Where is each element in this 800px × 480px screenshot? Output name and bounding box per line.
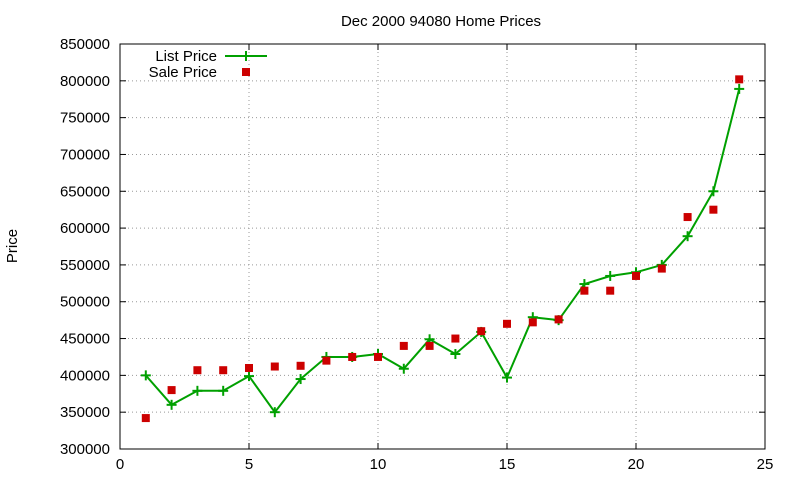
x-tick-label: 15 xyxy=(499,456,516,473)
list-price-point xyxy=(708,186,719,197)
sale-price-point xyxy=(709,205,718,214)
list-price-point xyxy=(269,407,280,418)
grid xyxy=(120,44,765,449)
list-price-point xyxy=(295,374,306,385)
list-price-point xyxy=(450,349,461,360)
sale-price-point xyxy=(503,319,511,328)
x-tick-label: 5 xyxy=(245,456,253,473)
sale-price-point xyxy=(399,341,408,350)
sale-price-point xyxy=(528,318,537,327)
sale-price-point xyxy=(296,361,305,370)
y-tick-label: 600000 xyxy=(60,220,110,237)
legend-label-list-price: List Price xyxy=(155,48,217,65)
legend-marker-list-price xyxy=(241,51,251,61)
y-tick-label: 650000 xyxy=(60,183,110,200)
list-price-point xyxy=(398,363,409,374)
y-tick-label: 450000 xyxy=(60,331,110,348)
list-price-point xyxy=(682,231,693,242)
y-axis-label: Price xyxy=(4,229,21,263)
list-price-point xyxy=(218,385,229,396)
sale-price-point xyxy=(425,341,434,350)
series xyxy=(140,75,745,423)
sale-price-point xyxy=(270,362,279,371)
sale-price-point xyxy=(193,366,202,375)
x-tick-label: 20 xyxy=(628,456,645,473)
x-tick-label: 0 xyxy=(116,456,124,473)
chart-title: Dec 2000 94080 Home Prices xyxy=(341,13,541,30)
sale-price-point xyxy=(322,356,331,365)
sale-price-point xyxy=(477,327,486,336)
sale-price-point xyxy=(657,264,666,273)
sale-price-point xyxy=(554,315,563,324)
sale-price-point xyxy=(245,364,253,372)
y-tick-label: 850000 xyxy=(60,36,110,53)
sale-price-point xyxy=(683,213,692,222)
list-price-point xyxy=(192,385,203,396)
y-tick-label: 750000 xyxy=(60,110,110,127)
list-price-point xyxy=(605,270,616,281)
y-tick-label: 500000 xyxy=(60,294,110,311)
sale-price-point xyxy=(219,366,228,375)
list-price-point xyxy=(244,371,254,382)
sale-price-point xyxy=(374,352,382,361)
legend-label-sale-price: Sale Price xyxy=(149,64,217,81)
sale-price-point xyxy=(348,352,357,361)
y-tick-label: 700000 xyxy=(60,146,110,163)
legend-marker-sale-price xyxy=(242,68,250,76)
list-price-point xyxy=(502,372,512,383)
list-price-point xyxy=(166,399,177,410)
axis-ticks: 0 5 10 15 20 25 300000 350000 400000 450000 500000… xyxy=(60,36,773,473)
plot-border xyxy=(119,43,766,450)
y-tick-label: 400000 xyxy=(60,367,110,384)
y-tick-label: 300000 xyxy=(60,441,110,458)
sale-price-point xyxy=(632,271,640,280)
list-price-point xyxy=(140,370,151,381)
sale-price-point xyxy=(580,286,589,295)
sale-price-point xyxy=(167,386,176,395)
y-tick-label: 800000 xyxy=(60,73,110,90)
x-tick-label: 10 xyxy=(370,456,387,473)
x-tick-label: 25 xyxy=(757,456,774,473)
y-tick-label: 550000 xyxy=(60,257,110,274)
sale-price-point xyxy=(735,75,744,84)
sale-price-point xyxy=(141,414,150,423)
y-tick-label: 350000 xyxy=(60,404,110,421)
list-price-point xyxy=(734,83,745,94)
sale-price-point xyxy=(606,286,615,295)
list-price-line xyxy=(145,88,741,414)
sale-price-point xyxy=(451,334,460,343)
